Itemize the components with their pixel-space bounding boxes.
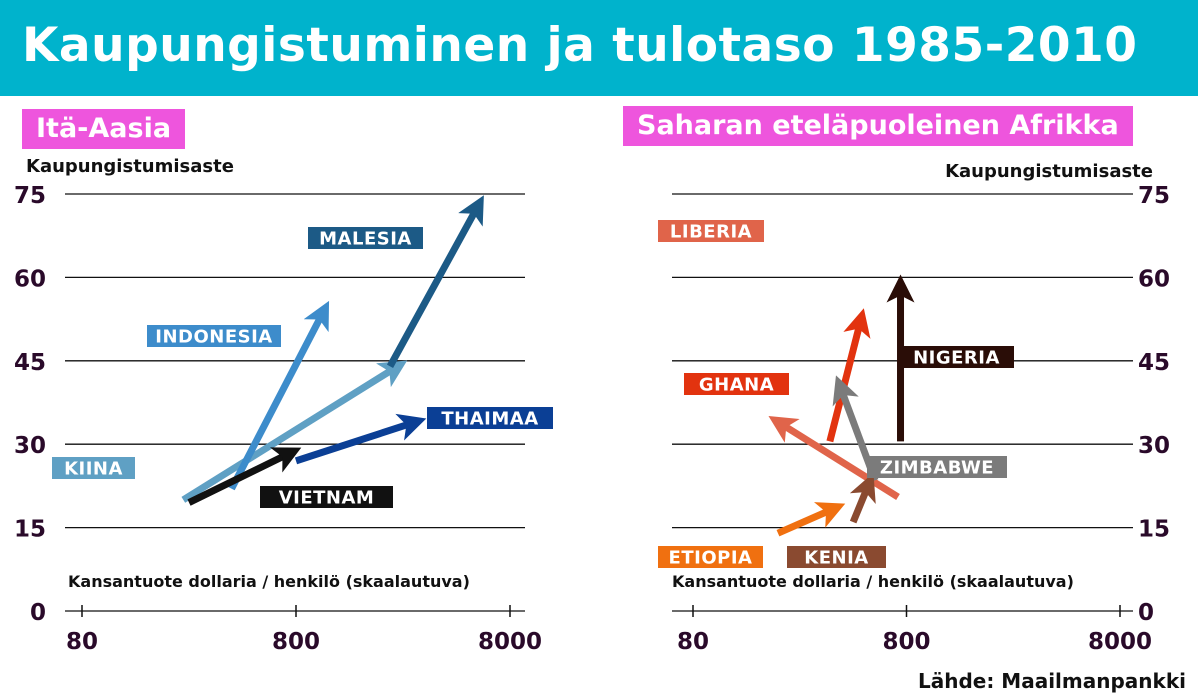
y-tick-label-60: 60 bbox=[14, 266, 46, 292]
arrow-kiina bbox=[181, 360, 408, 503]
arrow-malesia bbox=[386, 195, 484, 369]
x-tick-label-80: 80 bbox=[677, 629, 709, 655]
series-label-vietnam: VIETNAM bbox=[279, 488, 375, 509]
label-box-ghana bbox=[684, 373, 789, 395]
x-tick-label-80: 80 bbox=[66, 629, 98, 655]
y-tick-label-0: 0 bbox=[30, 600, 46, 626]
series-label-ghana: GHANA bbox=[699, 375, 774, 396]
y-axis-title: Kaupungistumisaste bbox=[945, 161, 1153, 182]
label-box-liberia bbox=[658, 220, 764, 242]
label-box-etiopia bbox=[658, 546, 763, 568]
y-tick-label-45: 45 bbox=[14, 350, 46, 376]
x-tick-label-800: 800 bbox=[882, 629, 930, 655]
y-tick-label-15: 15 bbox=[1138, 517, 1170, 543]
label-box-malesia bbox=[308, 227, 423, 249]
y-tick-label-60: 60 bbox=[1138, 266, 1170, 292]
y-tick-label-30: 30 bbox=[1138, 433, 1170, 459]
header-banner: Kaupungistuminen ja tulotaso 1985-2010 bbox=[0, 0, 1198, 96]
y-tick-label-0: 0 bbox=[1138, 600, 1154, 626]
label-box-kiina bbox=[52, 457, 135, 479]
series-label-kiina: KIINA bbox=[64, 459, 123, 480]
arrow-thaimaa bbox=[294, 413, 427, 465]
arrow-liberia bbox=[768, 416, 900, 500]
chart-panel-0: 0 15 30 45 60 75 80 800 8000 Kaupungistumisaste Ka… bbox=[14, 156, 553, 655]
arrow-vietnam bbox=[187, 447, 302, 506]
series-label-etiopia: ETIOPIA bbox=[669, 548, 753, 569]
page-title: Kaupungistuminen ja tulotaso 1985-2010 bbox=[22, 18, 1138, 73]
label-box-thaimaa bbox=[427, 407, 553, 429]
series-label-zimbabwe: ZIMBABWE bbox=[880, 458, 994, 479]
x-tick-label-8000: 8000 bbox=[478, 629, 542, 655]
y-tick-label-30: 30 bbox=[14, 433, 46, 459]
series-label-nigeria: NIGERIA bbox=[913, 348, 1000, 369]
label-box-zimbabwe bbox=[867, 456, 1007, 478]
chart-panel-1: 0 15 30 45 60 75 80 800 8000 Kaupungistumisaste Ka… bbox=[658, 161, 1170, 655]
y-tick-label-45: 45 bbox=[1138, 350, 1170, 376]
label-box-vietnam bbox=[260, 486, 393, 508]
panel-title-ita-aasia: Itä-Aasia bbox=[22, 109, 186, 149]
y-tick-label-75: 75 bbox=[1138, 183, 1170, 209]
y-tick-label-15: 15 bbox=[14, 517, 46, 543]
series-label-kenia: KENIA bbox=[804, 548, 868, 569]
arrow-kenia bbox=[849, 472, 876, 524]
arrow-etiopia bbox=[776, 502, 846, 537]
x-tick-label-8000: 8000 bbox=[1088, 629, 1152, 655]
series-label-thaimaa: THAIMAA bbox=[441, 409, 538, 430]
series-label-indonesia: INDONESIA bbox=[155, 327, 272, 348]
series-label-liberia: LIBERIA bbox=[670, 222, 752, 243]
series-label-malesia: MALESIA bbox=[319, 229, 412, 250]
x-axis-title: Kansantuote dollaria / henkilö (skaalaut… bbox=[672, 572, 1074, 591]
label-box-indonesia bbox=[147, 325, 281, 347]
y-axis-title: Kaupungistumisaste bbox=[26, 156, 234, 177]
panel-title-afrikka: Saharan eteläpuoleinen Afrikka bbox=[623, 106, 1133, 146]
label-box-nigeria bbox=[899, 346, 1014, 368]
x-tick-label-800: 800 bbox=[272, 629, 320, 655]
arrow-indonesia bbox=[228, 300, 330, 491]
y-tick-label-75: 75 bbox=[14, 183, 46, 209]
source-credit: Lähde: Maailmanpankki bbox=[917, 669, 1186, 693]
label-box-kenia bbox=[787, 546, 886, 568]
x-axis-title: Kansantuote dollaria / henkilö (skaalaut… bbox=[68, 572, 470, 591]
